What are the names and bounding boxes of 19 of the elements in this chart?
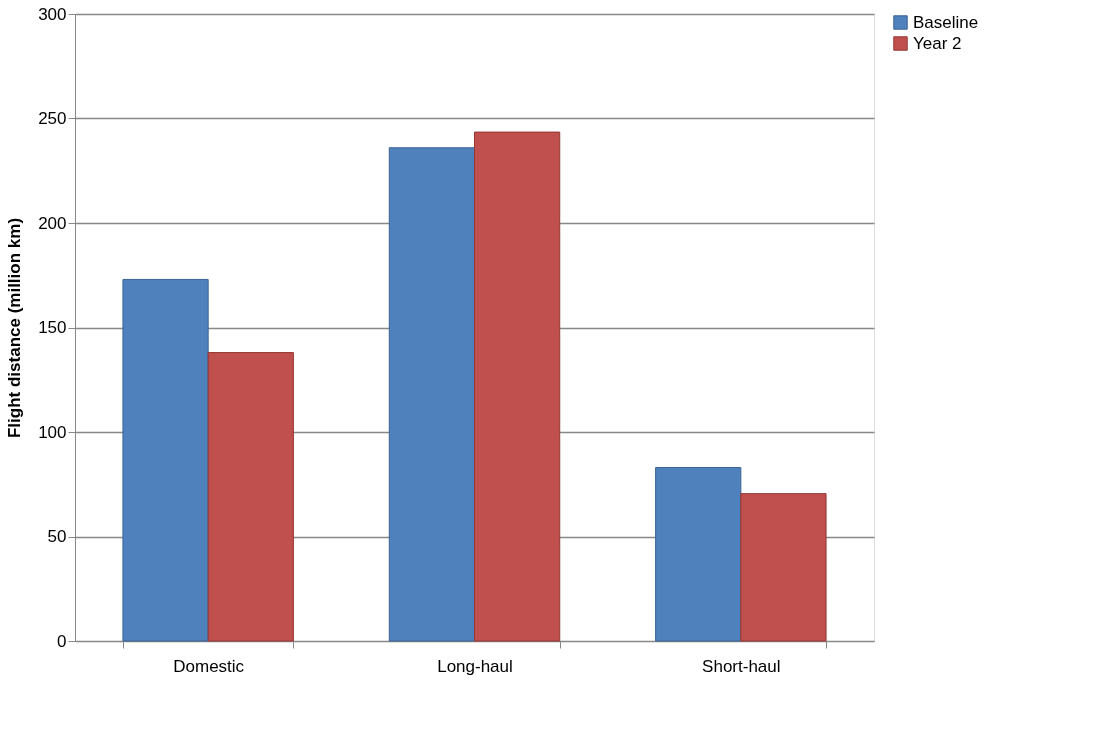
x-tick-label: Short-haul xyxy=(702,656,781,676)
y-tick-label: 100 xyxy=(38,422,67,442)
x-tick-label: Long-haul xyxy=(437,656,513,676)
y-tick-label: 0 xyxy=(57,631,67,651)
bar xyxy=(207,352,294,642)
y-axis-title: Flight distance (million km) xyxy=(5,217,25,439)
bar xyxy=(122,278,209,642)
legend-label: Baseline xyxy=(913,12,979,32)
y-tick-label: 50 xyxy=(47,527,67,546)
y-tick-label: 300 xyxy=(38,4,67,24)
bar xyxy=(388,147,475,642)
y-tick-label: 250 xyxy=(38,109,67,128)
bar xyxy=(655,467,742,642)
bar xyxy=(740,493,827,642)
bar xyxy=(474,131,561,642)
x-tick-label: Domestic xyxy=(173,656,245,676)
y-tick-label: 150 xyxy=(38,318,67,337)
legend-label: Year 2 xyxy=(913,33,962,53)
y-tick-label: 200 xyxy=(38,213,67,233)
